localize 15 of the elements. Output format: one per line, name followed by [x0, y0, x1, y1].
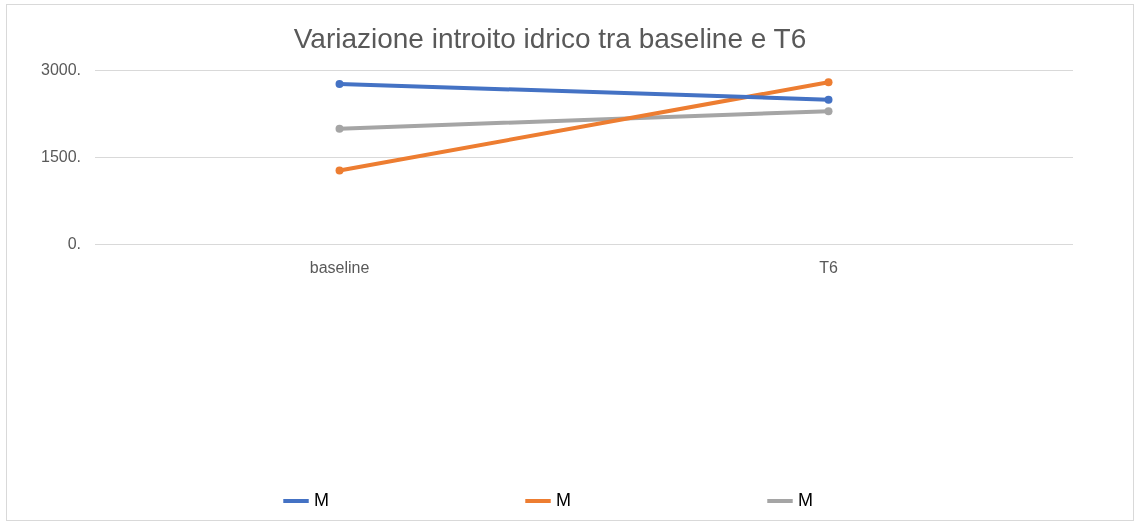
x-tick-label: baseline — [309, 258, 370, 276]
y-tick-label: 1500. — [40, 148, 82, 166]
x-tick-label: T6 — [819, 258, 838, 276]
y-tick-label: 0. — [67, 235, 82, 253]
legend-label: M — [556, 489, 571, 510]
point — [335, 79, 344, 88]
y-tick-label: 3000. — [40, 61, 82, 79]
point — [335, 124, 344, 133]
point — [335, 166, 344, 175]
point — [824, 78, 833, 87]
legend-label: M — [798, 489, 813, 510]
point — [824, 95, 833, 104]
chart-title: Variazione introito idrico tra baseline e T6 — [293, 22, 807, 54]
point — [824, 107, 833, 116]
legend-label: M — [314, 489, 330, 510]
